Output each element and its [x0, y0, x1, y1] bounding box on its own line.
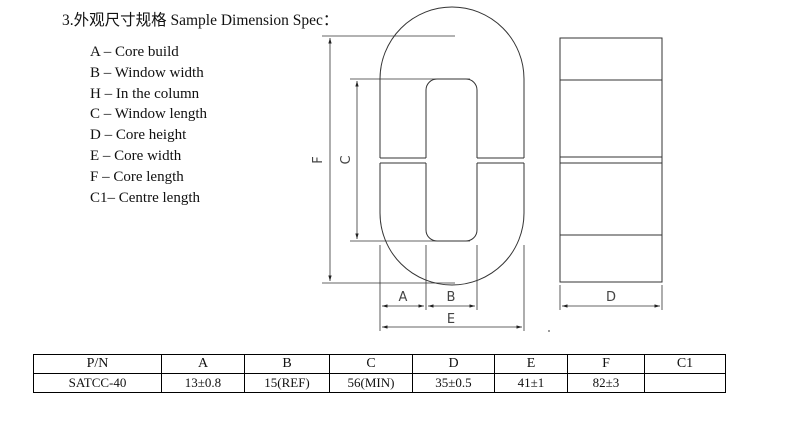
legend-item-e: E – Core width	[90, 147, 182, 164]
dimension-f	[322, 35, 455, 284]
header-d: D	[412, 354, 495, 374]
legend-item-d: D – Core height	[90, 127, 187, 144]
cell-d: 35±0.5	[412, 373, 495, 393]
core-dimension-drawing: F C A B E D	[311, 6, 663, 332]
dimension-c	[350, 78, 470, 242]
dimension-label-b: B	[447, 290, 456, 305]
core-side-view	[559, 37, 663, 283]
dimension-label-e: E	[447, 312, 455, 327]
cell-a: 13±0.8	[161, 373, 245, 393]
core-front-view	[379, 6, 525, 286]
header-pn: P/N	[33, 354, 162, 374]
header-c: C	[329, 354, 413, 374]
header-b: B	[244, 354, 330, 374]
legend-item-h: H – In the column	[90, 85, 200, 102]
dimension-label-a: A	[399, 290, 408, 305]
cell-e: 41±1	[494, 373, 568, 393]
dimension-legend: A – Core build B – Window width H – In t…	[90, 42, 207, 208]
dimension-label-c: C	[339, 155, 354, 164]
dimension-label-d: D	[606, 290, 616, 305]
cell-f: 82±3	[567, 373, 645, 393]
legend-item-f: F – Core length	[90, 168, 184, 185]
header-c1: C1	[644, 354, 726, 374]
legend-item-c: C – Window length	[90, 106, 208, 123]
core-outer-outline	[379, 6, 525, 158]
header-f: F	[567, 354, 645, 374]
stray-mark	[548, 330, 550, 332]
header-a: A	[161, 354, 245, 374]
table-header-row: P/N A B C D E F C1	[33, 354, 726, 374]
dimension-label-f: F	[311, 156, 326, 163]
cell-b: 15(REF)	[244, 373, 330, 393]
core-window-outline-lower	[425, 163, 478, 242]
cell-c: 56(MIN)	[329, 373, 413, 393]
legend-item-c1: C1– Centre length	[90, 189, 200, 206]
cell-c1	[644, 373, 726, 393]
dimension-a-b	[379, 245, 525, 331]
header-e: E	[494, 354, 568, 374]
legend-item-b: B – Window width	[90, 64, 204, 81]
dimension-d	[559, 285, 663, 310]
cell-pn: SATCC-40	[33, 373, 162, 393]
page-title: 3.外观尺寸规格 Sample Dimension Spec：	[62, 12, 339, 29]
dimension-spec-table: P/N A B C D E F C1 SATCC-40 13±0.8 15(RE…	[33, 354, 726, 393]
core-window-outline	[425, 78, 478, 158]
core-outer-outline-lower	[379, 163, 525, 286]
legend-item-a: A – Core build	[90, 44, 179, 60]
table-row: SATCC-40 13±0.8 15(REF) 56(MIN) 35±0.5 4…	[33, 373, 726, 393]
